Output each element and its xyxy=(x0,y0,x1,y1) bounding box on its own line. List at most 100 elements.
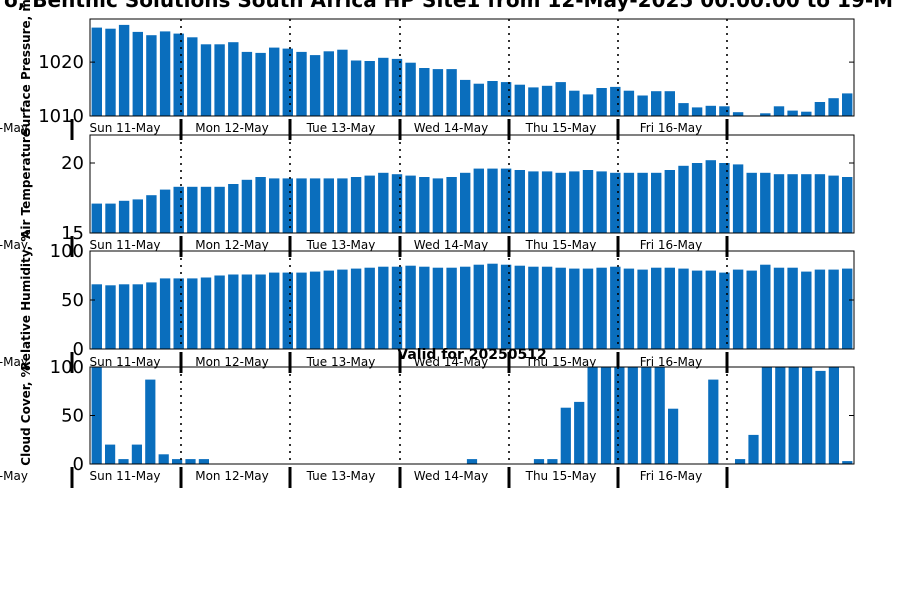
bar xyxy=(775,367,786,464)
bar xyxy=(282,48,293,116)
bar xyxy=(446,177,457,233)
bar xyxy=(364,61,375,116)
bar xyxy=(705,270,716,349)
bar xyxy=(282,272,293,349)
bar xyxy=(132,199,143,233)
day-label: Mon 12-May xyxy=(195,355,269,369)
bar xyxy=(309,271,321,349)
bar xyxy=(158,454,169,464)
day-label: Mon 12-May xyxy=(195,121,269,135)
bar xyxy=(691,163,703,233)
day-label: Mon 12-May xyxy=(195,238,269,252)
bar xyxy=(487,263,498,349)
bar xyxy=(801,111,812,116)
bar xyxy=(118,200,130,233)
bar xyxy=(582,268,594,349)
bar xyxy=(814,102,826,116)
bar xyxy=(432,267,444,349)
bar xyxy=(432,69,444,116)
day-label: Sun 11-May xyxy=(89,238,160,252)
bar xyxy=(255,177,266,233)
bar xyxy=(596,171,607,233)
bar xyxy=(228,42,239,117)
bar xyxy=(296,272,307,349)
bar xyxy=(719,272,730,349)
bar xyxy=(159,31,171,116)
bar xyxy=(255,52,266,116)
bar xyxy=(337,269,348,349)
bar xyxy=(172,459,183,464)
bar xyxy=(446,267,457,349)
bar xyxy=(105,444,116,464)
bar xyxy=(132,31,143,116)
bar xyxy=(719,106,730,116)
bar xyxy=(664,91,675,116)
y-axis-label: Cloud Cover, % xyxy=(19,365,33,465)
bar xyxy=(187,186,198,233)
bar xyxy=(500,82,512,116)
bar xyxy=(118,284,130,349)
bar xyxy=(337,49,348,117)
bar xyxy=(801,271,812,349)
bar xyxy=(487,168,498,233)
bar xyxy=(787,174,798,233)
y-tick-label: 0 xyxy=(73,339,84,360)
bar xyxy=(466,459,478,464)
bar xyxy=(541,85,553,116)
bar xyxy=(214,186,225,233)
bar xyxy=(691,270,703,349)
day-label: Sun 11-May xyxy=(89,121,160,135)
bar xyxy=(664,170,675,233)
bar xyxy=(528,171,539,233)
bar xyxy=(705,160,716,233)
bar xyxy=(187,37,198,116)
bar xyxy=(514,265,525,349)
day-label: Fri 16-May xyxy=(640,469,703,483)
day-label: Sun 11-May xyxy=(89,355,160,369)
bar xyxy=(760,113,771,116)
bar xyxy=(105,28,116,117)
bar xyxy=(596,88,607,116)
day-label: Fri 16-May xyxy=(640,121,703,135)
bar xyxy=(405,175,416,233)
bar xyxy=(678,165,689,233)
bar xyxy=(746,172,757,233)
bar xyxy=(560,407,571,464)
bar xyxy=(91,27,102,117)
bar xyxy=(378,266,389,349)
bar xyxy=(185,459,196,464)
bar xyxy=(309,55,321,116)
bar xyxy=(668,408,679,464)
day-label: Mon 12-May xyxy=(195,469,269,483)
bar xyxy=(131,444,142,464)
bar xyxy=(173,33,184,116)
bar xyxy=(828,269,839,349)
bar xyxy=(350,177,362,233)
bar xyxy=(118,459,129,464)
bar xyxy=(378,172,389,233)
bar xyxy=(627,367,638,464)
day-label: n 11-May xyxy=(0,121,28,135)
day-label: Wed 14-May xyxy=(414,469,488,483)
day-label: Thu 15-May xyxy=(525,355,597,369)
bar xyxy=(719,163,730,233)
bar xyxy=(145,379,156,464)
bar xyxy=(708,379,719,464)
y-tick-label: 20 xyxy=(61,153,84,174)
bar xyxy=(842,177,853,233)
bar xyxy=(118,24,130,116)
bar xyxy=(735,459,746,464)
bar xyxy=(228,184,239,233)
bar xyxy=(582,170,594,233)
bar xyxy=(842,93,853,116)
bar xyxy=(610,172,621,233)
bar xyxy=(623,268,635,349)
day-label: Thu 15-May xyxy=(525,238,597,252)
bar xyxy=(391,266,403,349)
bar xyxy=(419,266,430,349)
bar xyxy=(487,81,498,116)
y-axis-label: Relative Humidity, % xyxy=(19,230,33,371)
bar xyxy=(105,285,116,349)
bar xyxy=(610,86,621,116)
